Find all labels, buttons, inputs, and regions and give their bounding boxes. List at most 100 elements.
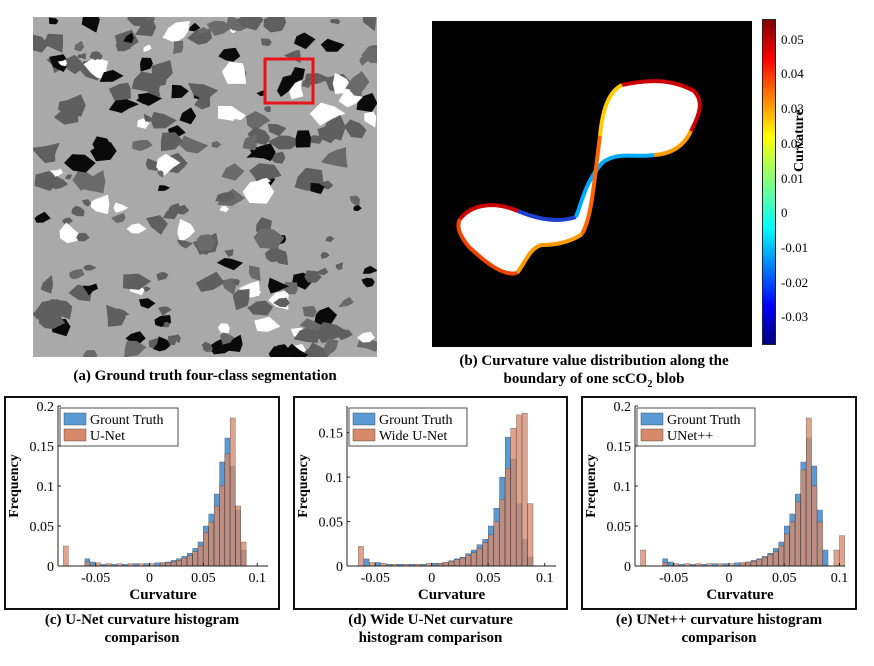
- histogram-bar: [375, 562, 381, 567]
- pore-blob: [310, 182, 325, 195]
- pore-blob: [338, 296, 354, 308]
- pore-blob: [99, 69, 124, 82]
- histogram-bar: [516, 414, 522, 567]
- pore-blob: [233, 112, 246, 120]
- pore-blob: [179, 107, 197, 125]
- histogram-bar: [756, 559, 762, 567]
- pore-blob: [53, 102, 79, 125]
- pore-blob: [74, 40, 85, 52]
- pore-blob: [50, 168, 63, 177]
- histogram-bar: [448, 561, 455, 567]
- pore-blob: [162, 20, 190, 43]
- pore-blob: [188, 22, 201, 32]
- caption-b-text: boundary of one scCO: [503, 371, 648, 387]
- pore-blob: [304, 270, 322, 283]
- histogram-bar: [761, 557, 768, 567]
- pore-blob: [246, 143, 276, 162]
- pore-blob: [218, 47, 241, 62]
- pore-blob: [168, 203, 181, 214]
- x-tick-label: 0: [725, 571, 732, 586]
- pore-blob: [49, 179, 68, 190]
- pore-blob: [176, 239, 193, 249]
- caption-e-line2: comparison: [681, 630, 757, 646]
- pore-blob: [299, 318, 323, 332]
- pore-blob: [271, 151, 286, 164]
- pore-blob: [81, 10, 100, 33]
- histogram-bar: [505, 468, 511, 567]
- caption-d-line1: (d) Wide U-Net curvature: [348, 612, 513, 628]
- histogram-panel-c: -0.05 0 0.05 0.1 0 0.05 0.1 0.15 0.2 Curvature Fre…: [4, 396, 280, 610]
- histogram-bar: [668, 561, 674, 567]
- histogram-bar: [63, 545, 69, 567]
- pore-blob: [197, 26, 209, 34]
- pore-blob: [322, 338, 339, 355]
- pore-blob: [40, 275, 53, 294]
- pore-blob: [353, 205, 362, 212]
- histogram-bar: [773, 551, 779, 567]
- histogram-panel-e: -0.05 0 0.05 0.1 0 0.05 0.1 0.15 0.2 Curvature Fre…: [581, 396, 857, 610]
- histogram-bar: [800, 469, 807, 567]
- pore-blob: [187, 28, 212, 45]
- y-tick-label: 0: [47, 560, 54, 575]
- histogram-bar: [192, 551, 198, 567]
- pore-blob: [94, 53, 103, 60]
- legend-swatch: [63, 428, 87, 442]
- legend-swatch: [352, 428, 376, 442]
- pore-blob: [90, 194, 110, 215]
- pore-blob: [267, 123, 287, 137]
- pore-blob: [219, 206, 229, 213]
- pore-blob: [59, 222, 81, 244]
- pore-blob: [248, 265, 261, 281]
- legend-entry: U-Net: [90, 429, 125, 444]
- legend-entry: Wide U-Net: [379, 429, 447, 444]
- pore-blob: [246, 111, 271, 132]
- histogram-bar: [745, 561, 751, 567]
- histogram-bar: [833, 549, 840, 567]
- y-tick-label: 0.05: [30, 520, 55, 535]
- pore-blob: [293, 32, 316, 50]
- histogram-bar: [213, 505, 220, 567]
- pore-blob: [83, 264, 97, 271]
- histogram-bar: [784, 533, 790, 567]
- histogram-bar: [442, 562, 449, 567]
- curvature-image: [432, 21, 752, 347]
- pore-blob: [163, 321, 170, 328]
- pore-blob: [48, 17, 59, 25]
- pore-blob: [173, 40, 184, 54]
- x-axis-label: Curvature: [706, 587, 774, 603]
- histogram-d: -0.05 0 0.05 0.1 0 0.05 0.1 0.15 Curvature Freque…: [296, 406, 556, 603]
- histogram-bar: [176, 560, 182, 567]
- pore-blob: [268, 277, 289, 294]
- histogram-bar: [170, 561, 177, 567]
- pore-blob: [157, 170, 164, 178]
- pore-blob: [220, 332, 235, 345]
- pore-blob: [110, 308, 130, 319]
- caption-d-line2: histogram comparison: [358, 630, 503, 646]
- pore-blob: [335, 328, 353, 341]
- pore-blob: [242, 179, 275, 204]
- x-tick-label: 0: [146, 571, 153, 586]
- histogram-bar: [817, 521, 823, 567]
- pore-blob: [317, 124, 341, 144]
- pore-blob: [34, 211, 51, 223]
- pore-blob: [295, 130, 311, 148]
- pore-blob: [171, 84, 189, 99]
- pore-blob: [211, 140, 222, 148]
- caption-b-line1: (b) Curvature value distribution along t…: [459, 353, 729, 369]
- caption-b-line2: boundary of one scCO2 blob: [424, 370, 764, 394]
- histogram-bar: [181, 557, 187, 567]
- pore-blob: [111, 213, 126, 223]
- pore-blob: [152, 336, 171, 352]
- histogram-bar: [358, 546, 364, 567]
- histogram-bar: [767, 554, 773, 567]
- histogram-bar: [795, 501, 801, 567]
- pore-blob: [157, 185, 171, 191]
- caption-b-subscript: 2: [647, 379, 653, 390]
- y-tick-label: 0.1: [37, 480, 55, 495]
- y-axis-label: Frequency: [584, 454, 599, 518]
- pore-blob: [201, 341, 212, 351]
- histogram-bar: [471, 552, 477, 567]
- pore-blob: [81, 199, 92, 207]
